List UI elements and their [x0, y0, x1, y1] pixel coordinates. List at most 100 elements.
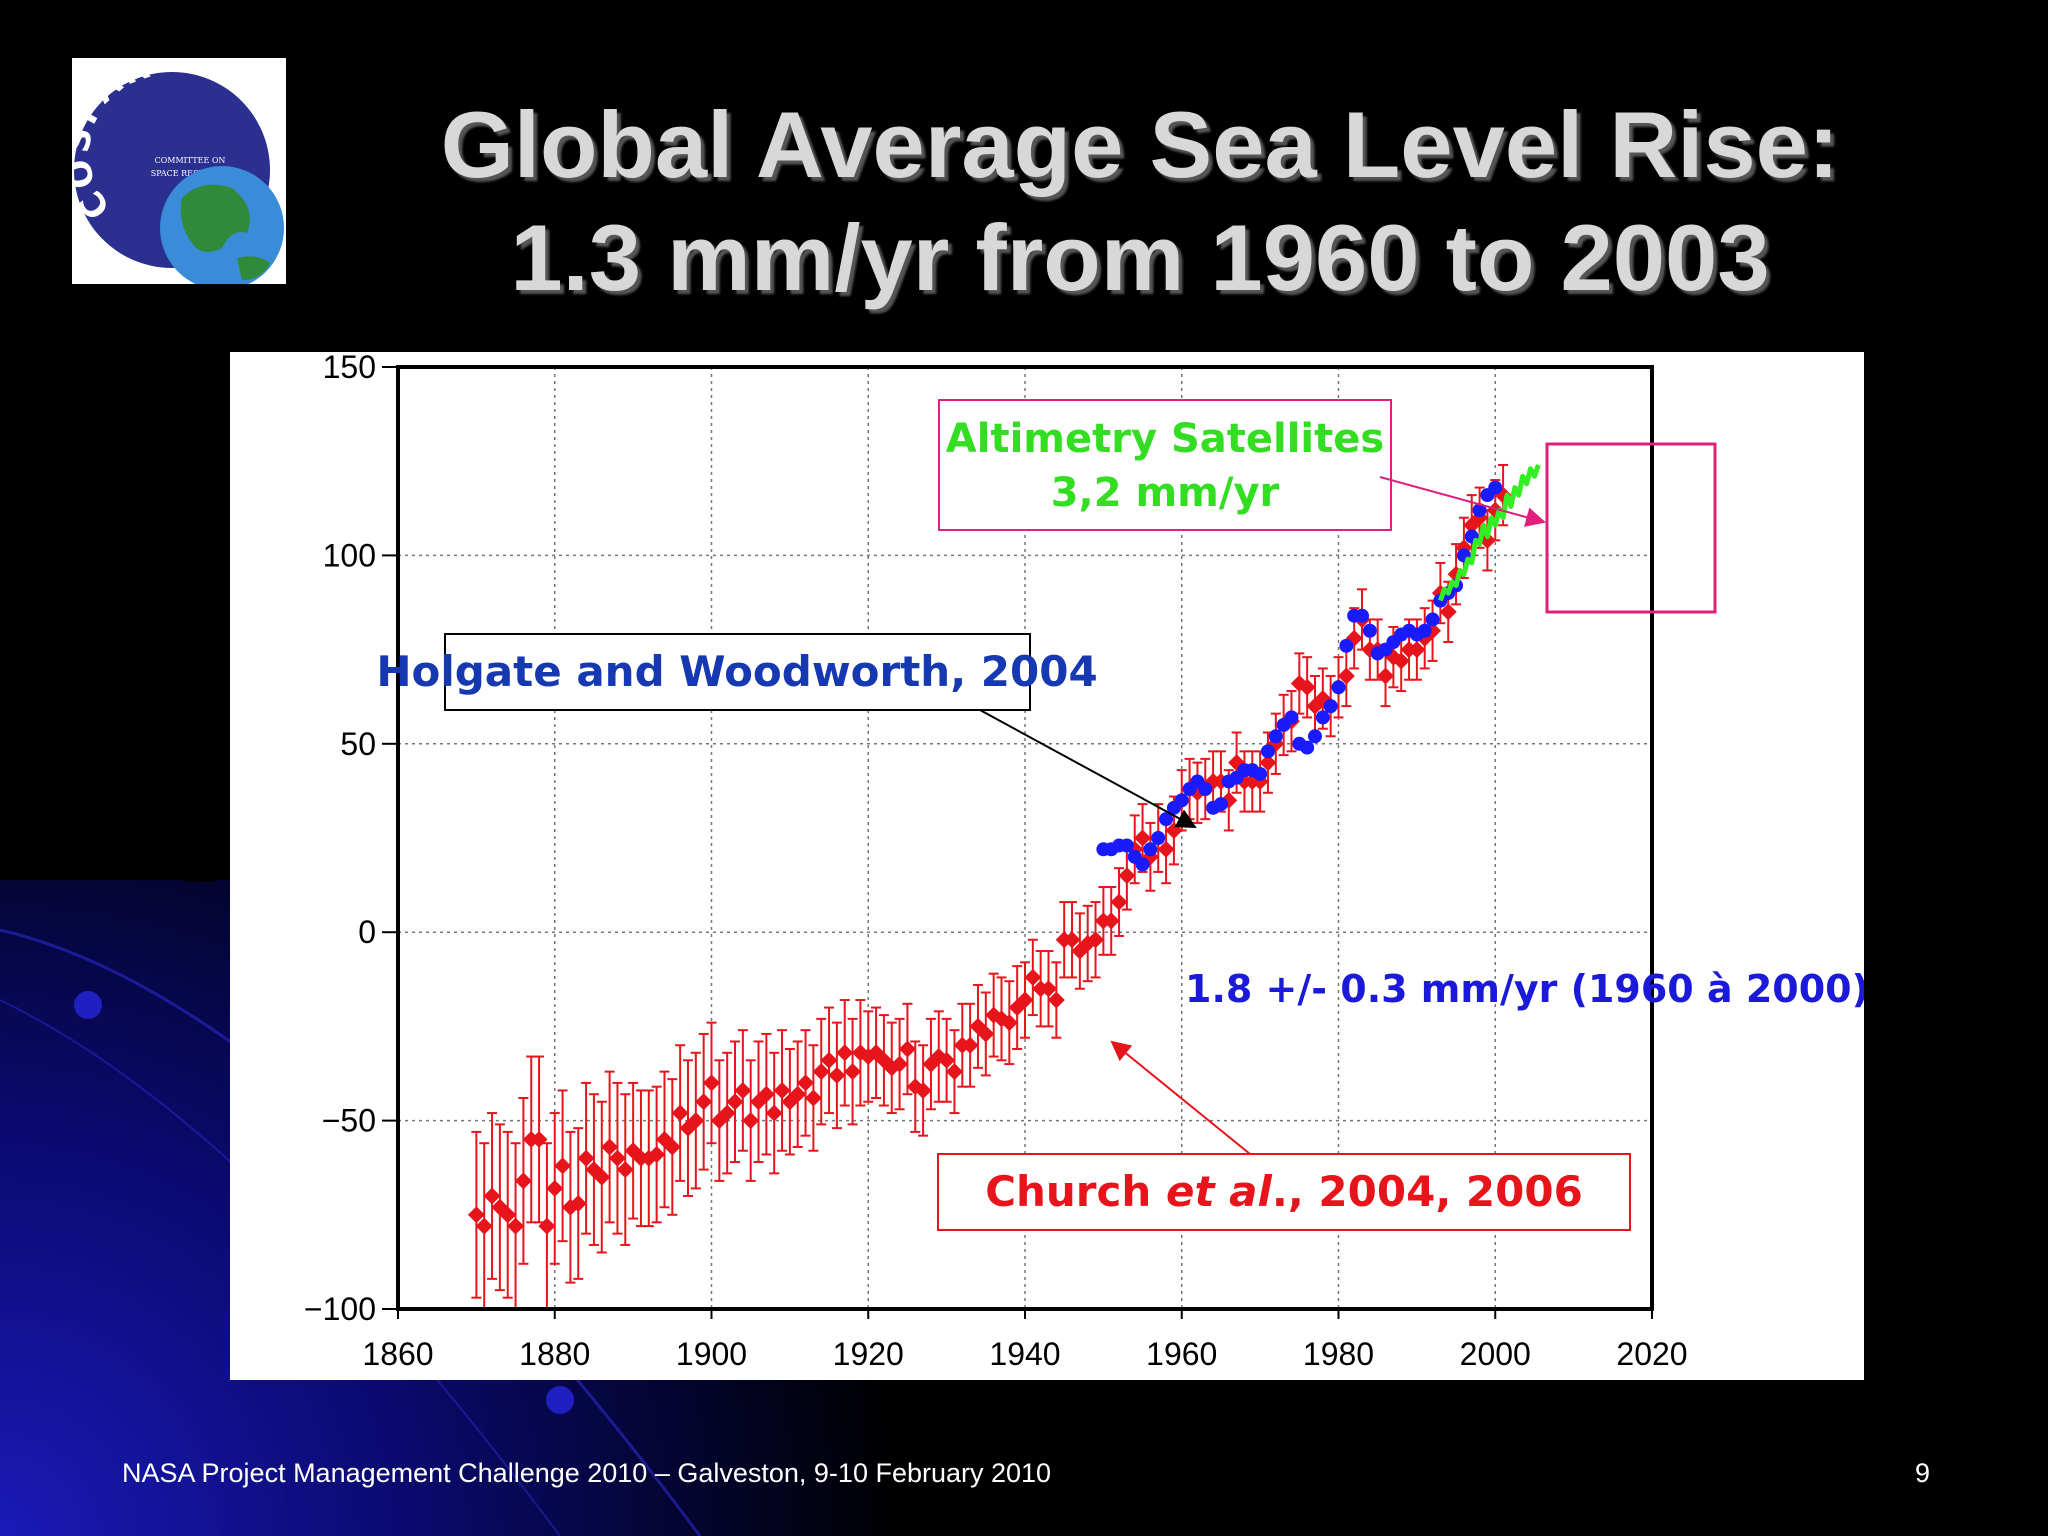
holgate-data-point	[1472, 503, 1487, 518]
y-tick-label: 100	[323, 537, 376, 573]
sea-level-chart: 1860 1880 1900 1920 1940 1960 1980 2000 2020 −10…	[304, 352, 1864, 1372]
holgate-data-point	[1268, 729, 1283, 744]
church-marker	[757, 1085, 775, 1103]
church-marker	[1392, 652, 1410, 670]
church-marker	[1000, 1014, 1018, 1032]
church-data-point	[507, 1142, 525, 1310]
church-marker	[1024, 968, 1042, 986]
church-marker	[898, 1040, 916, 1058]
church-data-point	[467, 1130, 485, 1299]
church-marker	[797, 1074, 815, 1092]
church-data-point	[1016, 961, 1034, 1039]
church-marker	[601, 1138, 619, 1156]
cospar-logo: COSPAR COMMITTEE ON SPACE RESEARCH	[57, 46, 286, 290]
church-data-point	[569, 1127, 587, 1280]
holgate-label: Holgate and Woodworth, 2004	[376, 647, 1097, 696]
church-marker	[663, 1138, 681, 1156]
church-arrow	[1110, 1040, 1251, 1155]
church-marker	[773, 1081, 791, 1099]
church-data-point	[491, 1123, 509, 1292]
church-data-point	[867, 1006, 885, 1099]
church-data-point	[1047, 961, 1065, 1039]
church-marker	[1337, 667, 1355, 685]
church-marker	[914, 1081, 932, 1099]
church-data-point	[1110, 867, 1128, 937]
church-marker	[499, 1206, 517, 1224]
church-data-point	[1102, 885, 1120, 956]
church-data-point	[1063, 901, 1081, 979]
church-marker	[554, 1157, 572, 1175]
church-data-point	[820, 1006, 838, 1115]
page-number: 9	[1914, 1458, 1930, 1488]
holgate-data-point	[1135, 857, 1150, 872]
church-marker	[718, 1104, 736, 1122]
x-tick-label: 2020	[1616, 1336, 1687, 1372]
church-marker	[961, 1036, 979, 1054]
church-data-point	[616, 1093, 634, 1246]
x-tick-label: 1980	[1303, 1336, 1374, 1372]
church-data-point	[695, 1032, 713, 1171]
church-data-point	[687, 1051, 705, 1190]
y-tick-label: 150	[323, 352, 376, 385]
holgate-data-point	[1174, 793, 1189, 808]
y-tick-label: −50	[322, 1103, 376, 1139]
church-marker	[1087, 931, 1105, 949]
church-marker	[726, 1093, 744, 1111]
church-data-point	[475, 1142, 493, 1310]
church-marker	[1040, 980, 1057, 998]
church-data-point	[773, 1029, 791, 1152]
church-data-point	[530, 1055, 548, 1224]
church-marker	[1016, 991, 1034, 1009]
church-data-point	[655, 1070, 673, 1209]
church-data-point	[624, 1081, 642, 1220]
church-marker	[608, 1149, 626, 1167]
church-data-point	[1087, 901, 1105, 979]
altimetry-arrow	[1379, 476, 1546, 527]
church-data-point	[945, 1029, 963, 1115]
holgate-data-point	[1425, 612, 1440, 627]
y-tick-label: 50	[340, 726, 376, 762]
church-marker	[836, 1044, 854, 1062]
church-marker	[789, 1085, 807, 1103]
church-data-point	[914, 1044, 932, 1137]
church-data-point	[797, 1029, 815, 1137]
church-marker	[1102, 912, 1120, 930]
church-data-point	[1157, 814, 1175, 885]
church-data-point	[608, 1081, 626, 1235]
x-tick-label: 1920	[833, 1336, 904, 1372]
church-data-point	[804, 1044, 822, 1152]
church-data-point	[483, 1112, 501, 1280]
church-label-box	[937, 1153, 1631, 1231]
church-marker	[569, 1195, 587, 1212]
church-data-point	[554, 1089, 572, 1243]
altimetry-label-box	[938, 399, 1392, 531]
church-marker	[514, 1172, 532, 1190]
holgate-data-point	[1417, 623, 1432, 638]
altimetry-series-line	[1438, 464, 1541, 602]
x-tick-label: 1880	[519, 1336, 590, 1372]
logo-subtext-1: COMMITTEE ON	[155, 156, 226, 165]
holgate-data-point	[1260, 744, 1275, 759]
church-marker	[538, 1217, 556, 1235]
church-data-point	[898, 1002, 916, 1096]
holgate-arrow	[979, 709, 1197, 828]
church-data-point	[1024, 938, 1042, 1017]
church-marker	[1118, 867, 1136, 885]
church-marker	[804, 1089, 822, 1107]
church-marker	[687, 1112, 705, 1130]
holgate-data-point	[1323, 699, 1338, 714]
church-data-point	[663, 1078, 681, 1216]
church-data-point	[648, 1085, 666, 1224]
church-data-point	[679, 1059, 697, 1197]
church-marker	[1134, 829, 1152, 847]
chart-panel: 1860 1880 1900 1920 1940 1960 1980 2000 2020 −10…	[230, 352, 1864, 1380]
church-marker	[703, 1074, 720, 1092]
church-data-point	[514, 1096, 532, 1265]
x-tick-label: 1900	[676, 1336, 747, 1372]
holgate-data-point	[1159, 812, 1174, 827]
church-data-point	[875, 1014, 893, 1107]
holgate-data-point	[1253, 766, 1268, 781]
church-data-point	[703, 1021, 720, 1145]
holgate-data-point	[1331, 680, 1346, 695]
x-tick-label: 2000	[1460, 1336, 1531, 1372]
